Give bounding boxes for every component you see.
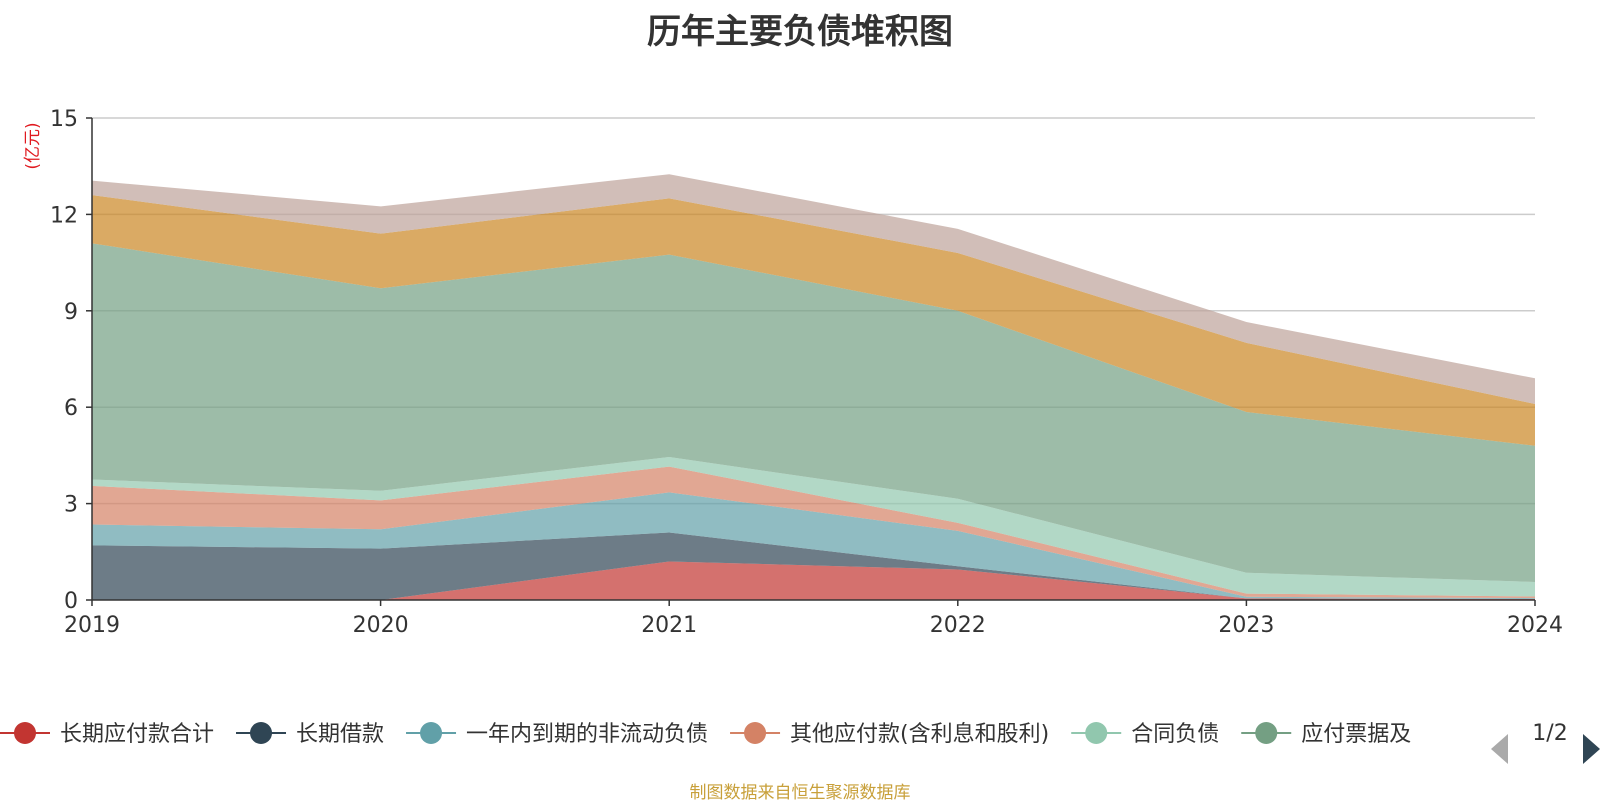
area-series-1 <box>92 561 1535 600</box>
legend-next-page-icon[interactable] <box>1583 734 1600 764</box>
area-series-4 <box>92 466 1535 599</box>
legend-label: 长期借款 <box>296 722 384 747</box>
legend-item[interactable]: 合同负债 <box>1071 722 1219 747</box>
legend-item[interactable]: 长期应付款合计 <box>0 722 214 747</box>
legend-page-indicator: 1/2 <box>1532 721 1567 746</box>
legend-item[interactable]: 长期借款 <box>236 722 384 747</box>
legend-item[interactable]: 应付票据及 <box>1241 722 1411 747</box>
area-series-5 <box>92 457 1535 597</box>
legend: 长期应付款合计 长期借款 一年内到期的非流动负债 其他应付款(含利息和股利) 合同负债 应… <box>0 722 1411 747</box>
y-tick-label: 12 <box>50 203 78 228</box>
legend-label: 长期应付款合计 <box>60 722 214 747</box>
axes <box>91 118 1535 601</box>
legend-marker-icon <box>1085 722 1108 744</box>
legend-label: 一年内到期的非流动负债 <box>466 722 708 747</box>
x-tick-label: 2024 <box>1507 613 1563 638</box>
y-axis-unit-label: (亿元) <box>23 122 43 169</box>
legend-marker-icon <box>1255 722 1278 744</box>
legend-item[interactable]: 一年内到期的非流动负债 <box>406 722 708 747</box>
y-tick-label: 0 <box>64 589 78 614</box>
area-series-3 <box>92 492 1535 600</box>
legend-marker-icon <box>250 722 273 744</box>
legend-marker-icon <box>420 722 443 744</box>
y-tick-label: 3 <box>64 493 78 518</box>
legend-prev-page-icon[interactable] <box>1491 734 1508 764</box>
legend-pager: 1/2 <box>1491 721 1600 764</box>
y-tick-labels: 0 3 6 9 12 15 <box>50 107 92 614</box>
x-tick-label: 2022 <box>930 613 986 638</box>
y-tick-label: 9 <box>64 300 78 325</box>
y-tick-label: 15 <box>50 107 78 132</box>
legend-marker-icon <box>744 722 767 744</box>
area-series <box>92 174 1535 600</box>
area-series-2 <box>92 532 1535 600</box>
legend-label: 应付票据及 <box>1301 722 1411 747</box>
x-tick-label: 2020 <box>353 613 409 638</box>
y-tick-label: 6 <box>64 396 78 421</box>
x-tick-label: 2023 <box>1218 613 1274 638</box>
chart-title: 历年主要负债堆积图 <box>647 12 953 52</box>
source-note: 制图数据来自恒生聚源数据库 <box>689 783 911 803</box>
legend-marker-icon <box>14 722 36 744</box>
x-tick-label: 2019 <box>64 613 120 638</box>
x-tick-labels: 2019 2020 2021 2022 2023 2024 <box>64 600 1563 638</box>
area-series-7 <box>92 195 1535 446</box>
legend-label: 合同负债 <box>1131 722 1219 747</box>
legend-label: 其他应付款(含利息和股利) <box>790 722 1049 747</box>
legend-item[interactable]: 其他应付款(含利息和股利) <box>730 722 1049 747</box>
area-series-6 <box>92 243 1535 583</box>
x-tick-label: 2021 <box>641 613 697 638</box>
area-series-8 <box>92 174 1535 404</box>
